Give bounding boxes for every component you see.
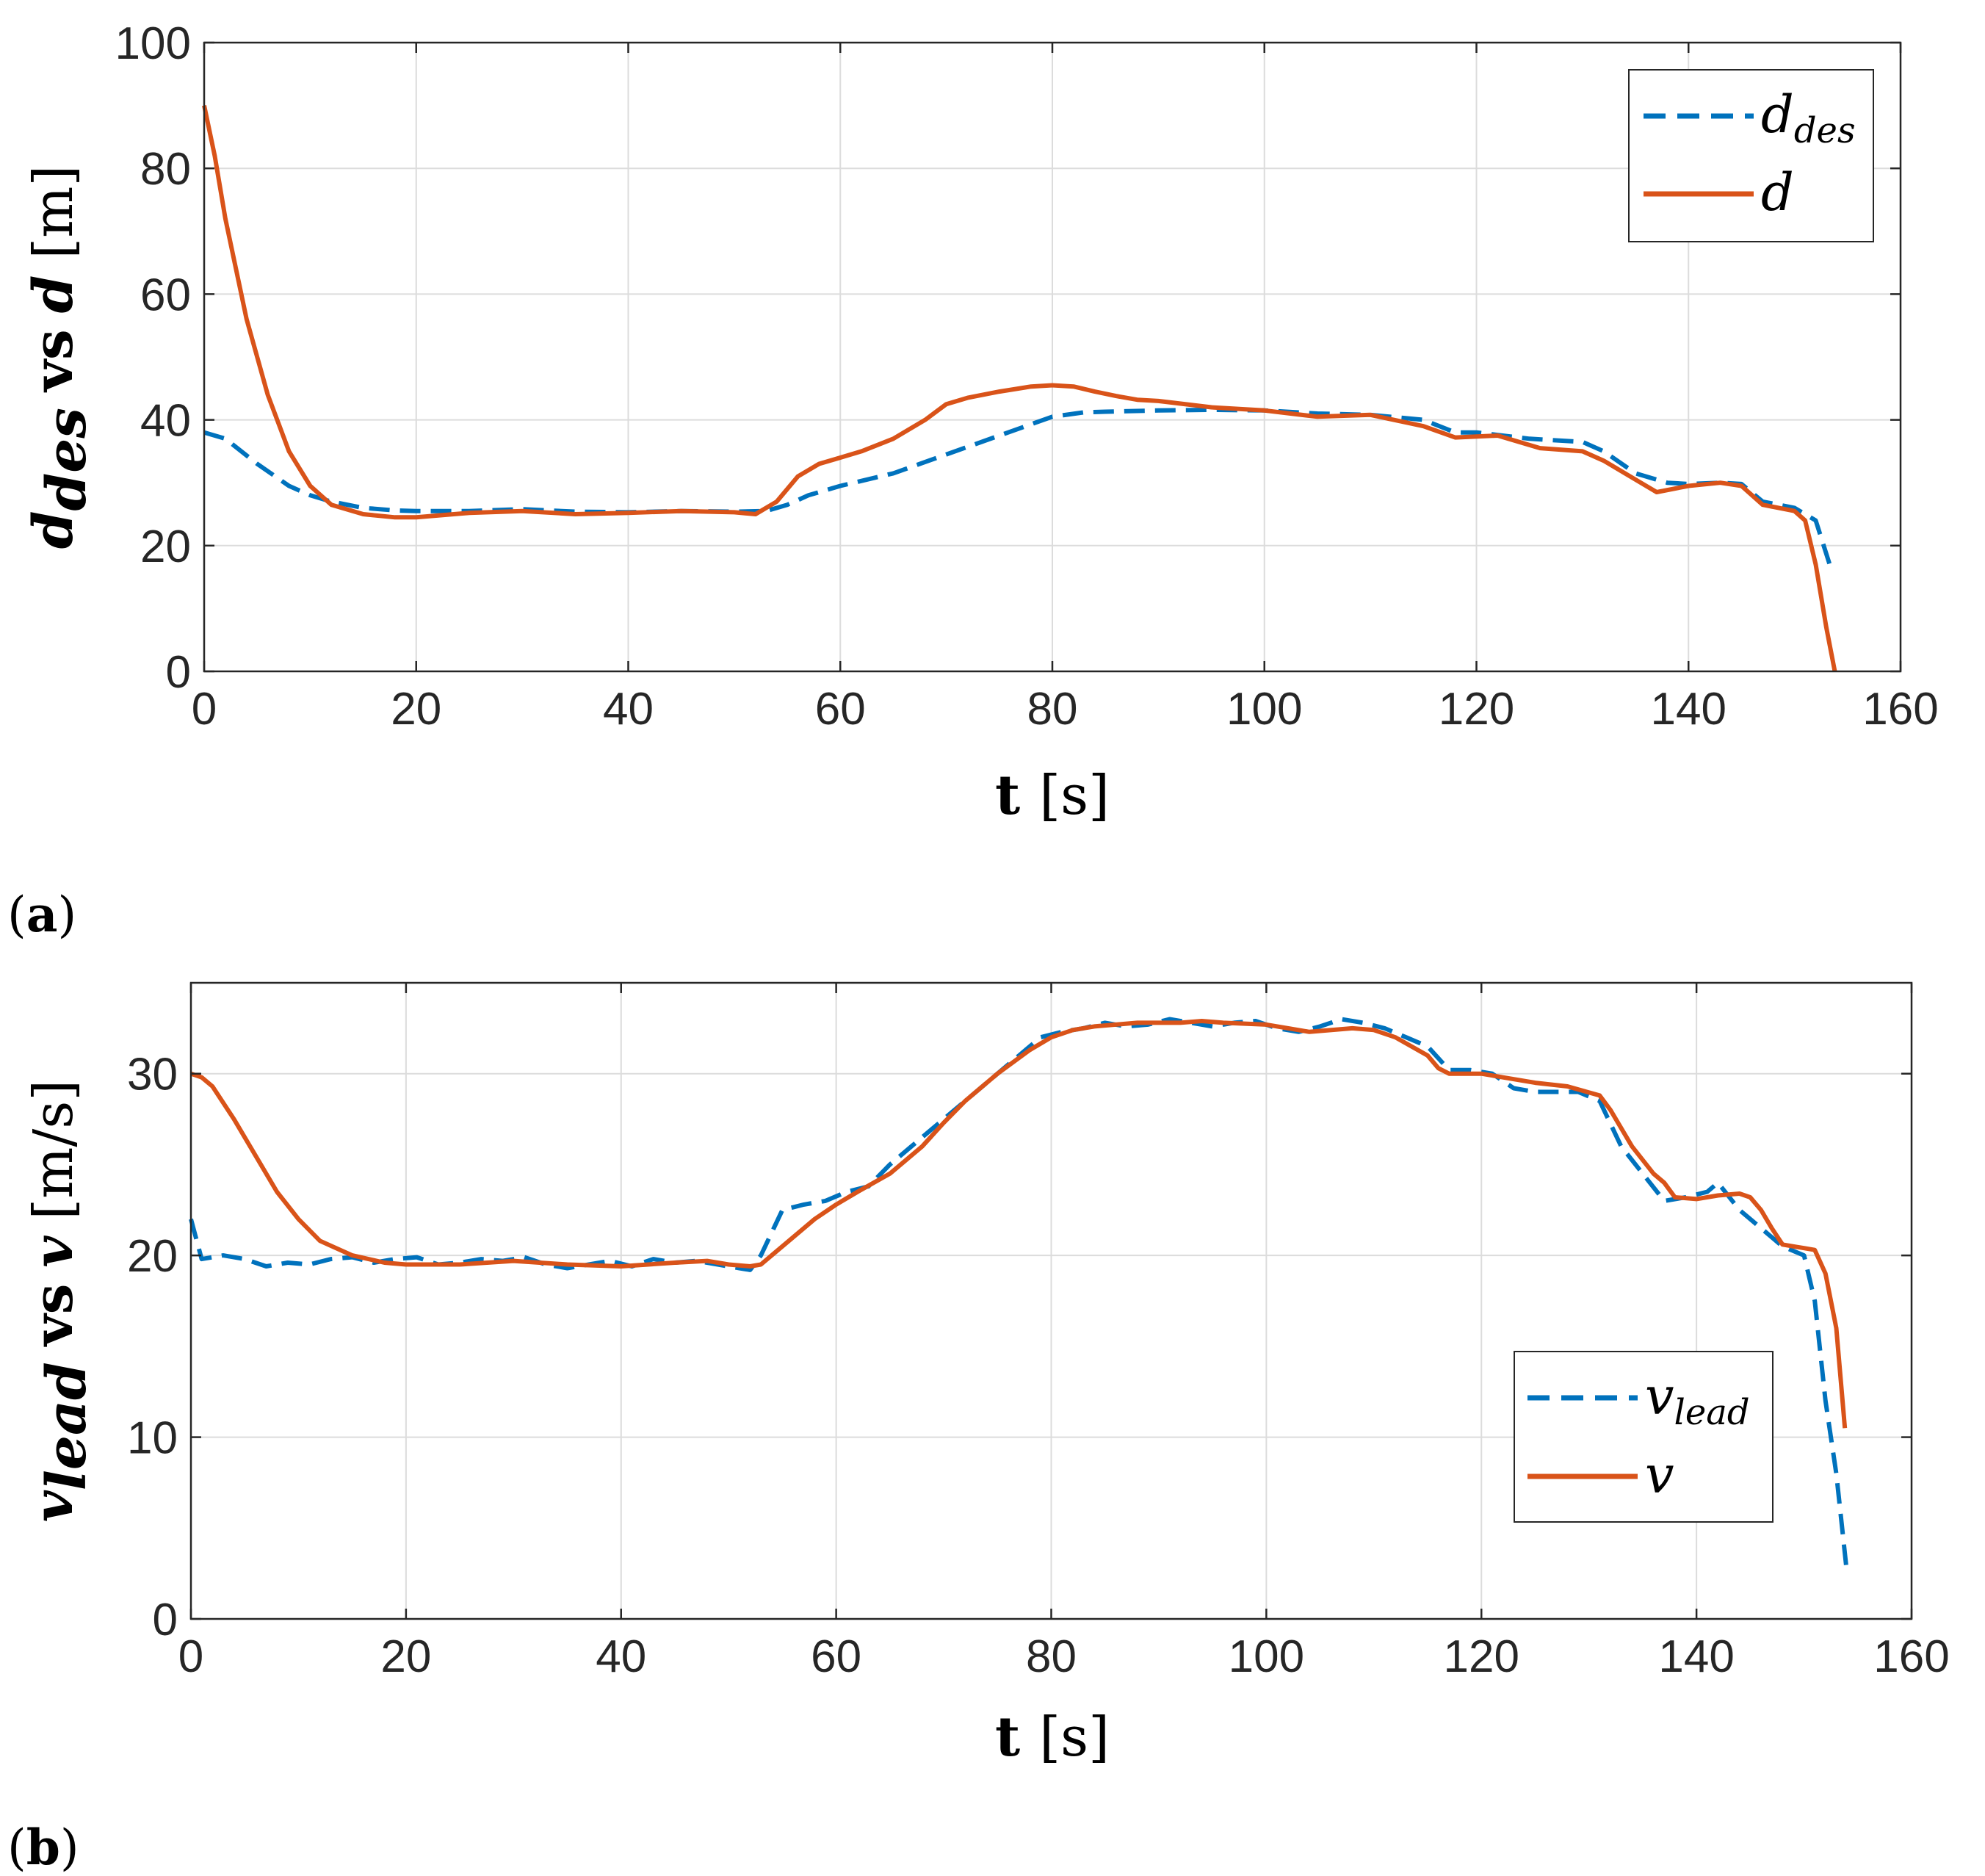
series-b [189, 1017, 1850, 1574]
legend-label-v: v [1645, 1445, 1674, 1505]
x-tick-label: 100 [1229, 1631, 1304, 1682]
y-tick-label: 10 [127, 1413, 178, 1464]
x-axis-label-b: t [s] [995, 1706, 1110, 1769]
series-line-d [202, 104, 1837, 672]
y-tick-label: 0 [153, 1595, 178, 1645]
x-tick-label: 100 [1226, 684, 1302, 735]
x-tick-label: 120 [1439, 684, 1514, 735]
x-tick-label: 40 [596, 1631, 646, 1682]
x-tick-label: 160 [1862, 684, 1938, 735]
x-tick-label: 140 [1658, 1631, 1734, 1682]
x-tick-label: 140 [1651, 684, 1727, 735]
series-a [202, 104, 1837, 672]
series-line-v [190, 1019, 1848, 1429]
x-tick-label: 0 [178, 1631, 203, 1682]
legend-b: vlead v [1514, 1351, 1774, 1523]
legend-label-d: d [1761, 162, 1794, 223]
legend-label-v-lead: vlead [1645, 1366, 1750, 1433]
series-line-d-des [203, 407, 1834, 571]
panel-label-b: (b) [7, 1819, 79, 1876]
grid-a [204, 43, 1901, 671]
y-tick-label: 60 [140, 270, 191, 320]
x-tick-label: 0 [192, 684, 217, 735]
x-tick-label: 80 [1026, 1631, 1077, 1682]
panel-label-a: (a) [7, 886, 76, 943]
x-tick-label: 60 [811, 1631, 861, 1682]
y-tick-label: 80 [140, 144, 191, 195]
x-tick-label: 80 [1027, 684, 1078, 735]
legend-box-b [1514, 1351, 1774, 1523]
legend-a: ddes d [1628, 69, 1874, 242]
y-tick-label: 20 [140, 522, 191, 572]
x-tick-label: 60 [815, 684, 866, 735]
x-tick-label: 160 [1873, 1631, 1949, 1682]
legend-label-d-des: ddes [1761, 84, 1856, 151]
y-axis-label-a: ddesvsd[m] [22, 165, 98, 549]
ticks-a: 0 20 40 60 80 100 120 140 160 0 20 40 60 80 100 [115, 18, 1939, 735]
y-tick-label: 30 [127, 1050, 178, 1100]
y-tick-label: 40 [140, 396, 191, 447]
legend-box-a [1628, 69, 1874, 242]
x-tick-label: 40 [603, 684, 654, 735]
series-line-v-lead [189, 1017, 1850, 1574]
x-axis-label-a: t [s] [995, 764, 1110, 827]
y-axis-label-b: vleadvsv[m/s] [22, 1080, 98, 1522]
x-tick-label: 20 [380, 1631, 431, 1682]
y-tick-label: 20 [127, 1231, 178, 1282]
x-tick-label: 20 [391, 684, 441, 735]
y-tick-label: 0 [166, 647, 191, 698]
chart-a: 0 20 40 60 80 100 120 140 160 0 20 40 60 80 100 t [s] d… [7, 18, 1939, 943]
y-tick-label: 100 [115, 18, 191, 69]
ticks-b: 0 20 40 60 80 100 120 140 160 0 10 20 30 [127, 983, 1950, 1682]
x-tick-label: 120 [1444, 1631, 1519, 1682]
